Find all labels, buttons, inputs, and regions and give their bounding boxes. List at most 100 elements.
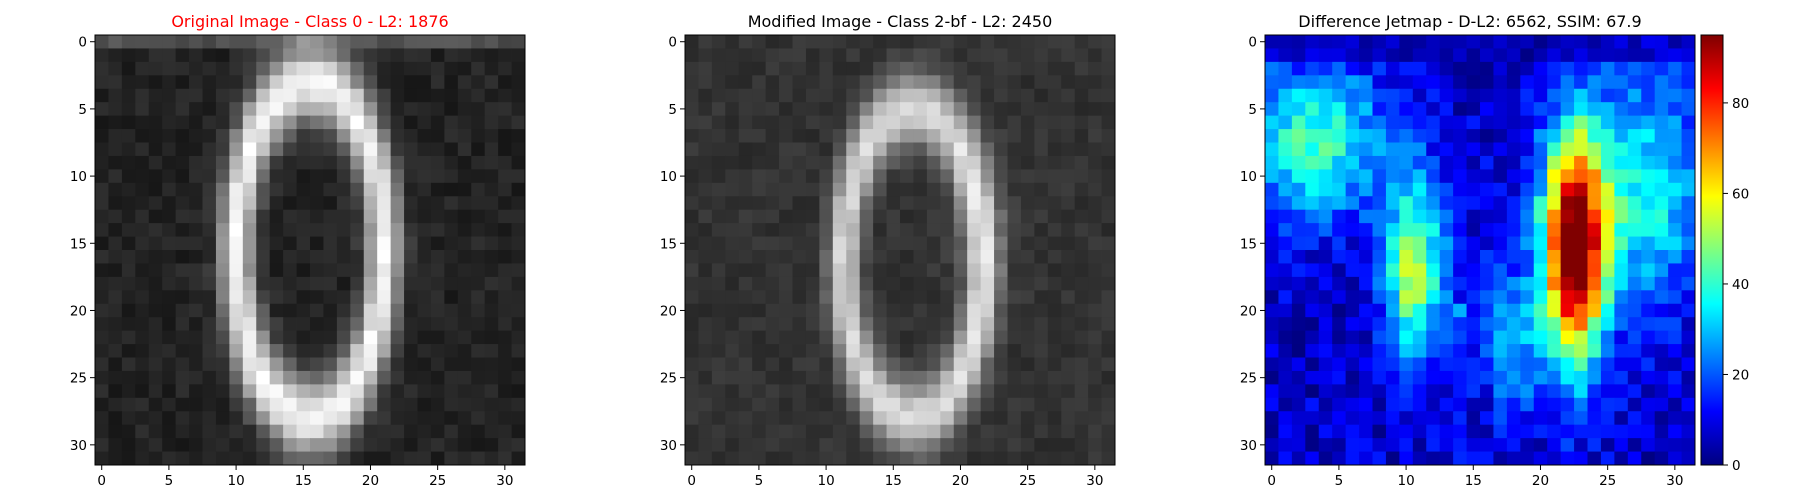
difference-jetmap-pixel xyxy=(1318,35,1333,49)
difference-jetmap-pixel xyxy=(1614,411,1629,426)
difference-jetmap-pixel xyxy=(1265,209,1279,224)
original-image-pixel xyxy=(498,344,512,358)
difference-jetmap-pixel xyxy=(1466,370,1481,385)
modified-image-pixel xyxy=(967,223,982,237)
original-image-pixel xyxy=(377,142,392,157)
modified-image-pixel xyxy=(1101,35,1116,49)
modified-image-pixel xyxy=(738,129,753,143)
difference-jetmap-pixel xyxy=(1332,88,1347,103)
modified-image-pixel xyxy=(953,196,968,211)
original-image-pixel xyxy=(498,35,512,49)
difference-jetmap-pixel xyxy=(1627,276,1642,291)
original-image-pixel xyxy=(484,263,499,278)
modified-image-pixel xyxy=(1034,250,1049,264)
difference-jetmap-pixel xyxy=(1533,370,1548,385)
difference-jetmap-pixel xyxy=(1439,155,1454,170)
original-image-pixel xyxy=(269,330,284,345)
original-image-pixel xyxy=(189,169,203,184)
original-image-pixel xyxy=(269,424,284,439)
modified-image-pixel xyxy=(711,397,726,412)
difference-jetmap-pixel xyxy=(1399,142,1414,157)
original-image-pixel xyxy=(175,102,190,117)
original-image-pixel xyxy=(390,236,405,251)
original-image-pixel xyxy=(135,223,150,237)
modified-image-pixel xyxy=(1034,88,1049,103)
difference-jetmap-pixel xyxy=(1668,370,1682,385)
modified-image-pixel xyxy=(1047,330,1062,345)
original-image-pixel xyxy=(283,438,297,452)
original-image-pixel xyxy=(296,330,311,345)
difference-jetmap-pixel xyxy=(1399,290,1414,305)
original-image-pixel xyxy=(377,169,392,184)
original-image-pixel xyxy=(135,357,150,372)
difference-jetmap-pixel xyxy=(1520,236,1535,251)
original-image-pixel xyxy=(121,317,136,332)
difference-jetmap-pixel xyxy=(1520,75,1535,90)
difference-jetmap-pixel xyxy=(1345,424,1360,439)
modified-image-pixel xyxy=(752,330,767,345)
modified-image-pixel xyxy=(792,451,807,466)
modified-image-pixel xyxy=(1074,48,1089,63)
difference-jetmap-pixel xyxy=(1493,424,1508,439)
modified-image-pixel xyxy=(926,48,941,63)
original-image-pixel xyxy=(148,196,163,211)
modified-image-pixel xyxy=(832,169,847,184)
original-image-pixel xyxy=(336,303,351,318)
original-image-pixel xyxy=(444,370,459,385)
difference-jetmap-pixel xyxy=(1359,35,1373,49)
x-tick-label: 15 xyxy=(885,473,902,489)
modified-image-pixel xyxy=(994,397,1008,412)
original-image-pixel xyxy=(390,384,405,399)
modified-image-pixel xyxy=(994,263,1008,278)
original-image-pixel xyxy=(430,370,445,385)
modified-image-pixel xyxy=(698,276,713,291)
modified-image-pixel xyxy=(832,115,847,130)
difference-jetmap-pixel xyxy=(1587,250,1602,264)
original-image-pixel xyxy=(256,61,271,76)
modified-image-pixel xyxy=(980,88,995,103)
difference-jetmap-pixel xyxy=(1627,48,1642,63)
original-image-pixel xyxy=(269,303,284,318)
original-image-pixel xyxy=(296,411,311,426)
original-image-pixel xyxy=(471,397,486,412)
modified-image-pixel xyxy=(1074,196,1089,211)
difference-jetmap-pixel xyxy=(1305,397,1320,412)
original-image-pixel xyxy=(229,424,244,439)
difference-jetmap-pixel xyxy=(1600,61,1615,76)
difference-jetmap-pixel xyxy=(1520,250,1535,264)
original-image-pixel xyxy=(336,317,351,332)
difference-jetmap-pixel xyxy=(1412,209,1427,224)
modified-image-pixel xyxy=(953,276,968,291)
modified-image-pixel xyxy=(1034,61,1049,76)
modified-image-pixel xyxy=(900,88,914,103)
original-image-pixel xyxy=(256,75,271,90)
original-image-pixel xyxy=(229,290,244,305)
x-tick-label: 0 xyxy=(687,473,696,489)
modified-image-pixel xyxy=(873,129,887,143)
original-image-pixel xyxy=(417,169,432,184)
difference-jetmap-pixel xyxy=(1600,209,1615,224)
difference-jetmap-pixel xyxy=(1614,209,1629,224)
original-image-pixel xyxy=(215,276,230,291)
modified-image-pixel xyxy=(940,155,955,170)
modified-image-pixel xyxy=(940,330,955,345)
difference-jetmap-pixel xyxy=(1359,276,1373,291)
modified-image-pixel xyxy=(859,317,874,332)
difference-jetmap-pixel xyxy=(1399,424,1414,439)
y-tick-label: 15 xyxy=(70,236,87,252)
original-image-pixel xyxy=(296,451,311,466)
modified-image-pixel xyxy=(738,303,753,318)
modified-image-pixel xyxy=(1007,263,1022,278)
modified-image-pixel xyxy=(1101,276,1116,291)
original-image-pixel xyxy=(121,451,136,466)
modified-image-pixel xyxy=(886,209,901,224)
modified-image-pixel xyxy=(967,61,982,76)
modified-image-pixel xyxy=(765,411,780,426)
original-image-pixel xyxy=(390,209,405,224)
modified-image-pixel xyxy=(913,223,928,237)
difference-jetmap-pixel xyxy=(1345,155,1360,170)
difference-jetmap-pixel xyxy=(1291,451,1306,466)
original-image-pixel xyxy=(323,236,338,251)
difference-jetmap-pixel xyxy=(1385,61,1400,76)
